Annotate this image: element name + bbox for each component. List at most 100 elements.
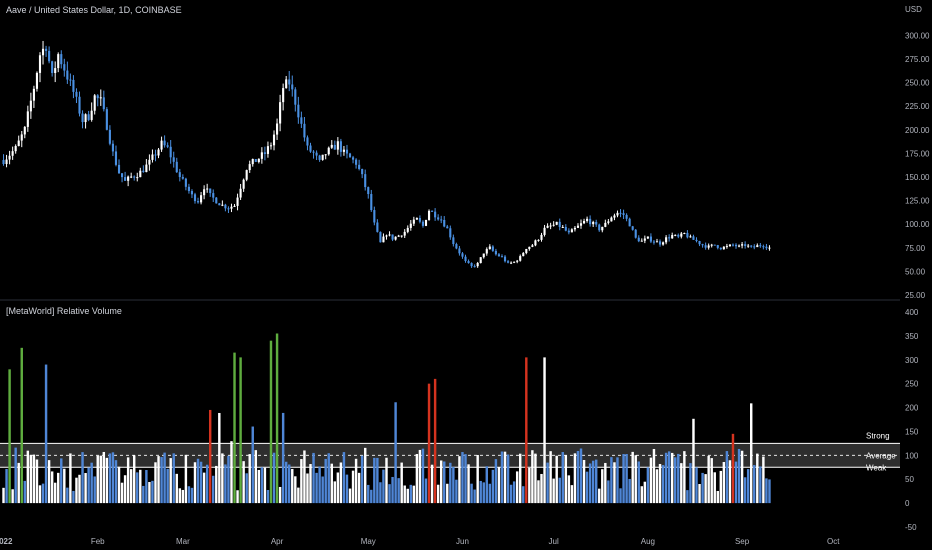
candle-body bbox=[306, 137, 309, 146]
volume-bar bbox=[467, 464, 470, 504]
volume-bar bbox=[707, 455, 710, 504]
candle-body bbox=[32, 88, 35, 101]
candle-body bbox=[750, 245, 753, 247]
volume-bar bbox=[11, 489, 14, 504]
price-axis-tick: 250.00 bbox=[905, 79, 930, 88]
candle-body bbox=[677, 234, 680, 237]
volume-bar bbox=[534, 453, 537, 504]
volume-bar bbox=[139, 469, 142, 504]
volume-bar bbox=[497, 467, 501, 504]
volume-bar bbox=[677, 453, 680, 504]
volume-bar bbox=[452, 466, 455, 504]
volume-bar bbox=[464, 454, 467, 504]
volume-bar bbox=[236, 490, 239, 504]
candle-body bbox=[342, 149, 345, 152]
candle-body bbox=[23, 126, 26, 135]
candle-body bbox=[355, 159, 358, 165]
volume-bar bbox=[78, 474, 81, 504]
candle-body bbox=[139, 170, 142, 178]
volume-bar bbox=[385, 457, 388, 504]
candle-body bbox=[689, 236, 692, 238]
volume-bar bbox=[436, 484, 440, 504]
candle-body bbox=[744, 244, 747, 246]
volume-bar bbox=[458, 456, 461, 504]
volume-bar bbox=[625, 453, 628, 504]
volume-bar bbox=[269, 340, 273, 504]
volume-bar bbox=[567, 475, 571, 504]
candle-body bbox=[303, 123, 306, 138]
volume-bar bbox=[570, 485, 574, 504]
volume-bar bbox=[585, 471, 589, 504]
volume-bar bbox=[500, 451, 504, 504]
candle-body bbox=[29, 100, 32, 112]
volume-bar bbox=[649, 457, 653, 504]
volume-bar bbox=[561, 452, 564, 504]
volume-bar bbox=[166, 468, 169, 504]
volume-axis-tick: 200 bbox=[905, 404, 919, 413]
candle-body bbox=[494, 250, 497, 255]
candle-body bbox=[555, 221, 558, 225]
volume-bar bbox=[661, 465, 665, 504]
candle-body bbox=[449, 228, 452, 238]
candle-body bbox=[111, 143, 115, 152]
candle-body bbox=[510, 262, 513, 264]
volume-bar bbox=[266, 489, 270, 504]
candle-body bbox=[260, 152, 263, 159]
volume-bar bbox=[388, 484, 391, 504]
candle-body bbox=[589, 218, 592, 225]
volume-bar bbox=[598, 488, 601, 504]
volume-bar bbox=[753, 465, 756, 504]
x-axis-tick: Apr bbox=[271, 537, 284, 546]
candle-body bbox=[683, 232, 686, 234]
volume-bar bbox=[145, 470, 148, 504]
volume-bar bbox=[370, 489, 373, 504]
volume-bar bbox=[713, 472, 716, 504]
candle-body bbox=[93, 95, 96, 111]
volume-bar bbox=[20, 347, 23, 504]
price-chart-title: Aave / United States Dollar, 1D, COINBAS… bbox=[6, 5, 182, 15]
volume-bar bbox=[23, 480, 27, 504]
volume-axis-tick: -50 bbox=[905, 523, 917, 532]
candle-body bbox=[233, 205, 236, 207]
volume-bar bbox=[525, 357, 528, 504]
volume-bar bbox=[215, 465, 218, 504]
candle-body bbox=[339, 141, 342, 152]
volume-bar bbox=[664, 452, 668, 504]
volume-bar bbox=[348, 488, 352, 504]
volume-bar bbox=[196, 458, 200, 504]
candle-body bbox=[288, 79, 291, 85]
candle-body bbox=[412, 219, 415, 224]
volume-bar bbox=[637, 461, 640, 504]
candle-body bbox=[616, 212, 619, 216]
candle-body bbox=[598, 224, 601, 231]
candle-body bbox=[102, 97, 105, 110]
volume-axis-tick: 150 bbox=[905, 427, 919, 436]
volume-bar bbox=[90, 462, 93, 504]
volume-bar bbox=[321, 476, 324, 504]
candle-body bbox=[87, 114, 90, 120]
volume-bar bbox=[169, 458, 172, 504]
candle-body bbox=[41, 48, 45, 56]
volume-bar bbox=[300, 459, 303, 504]
candle-body bbox=[248, 164, 251, 171]
candle-body bbox=[358, 164, 361, 169]
volume-bar bbox=[151, 480, 154, 504]
volume-bar bbox=[613, 462, 616, 504]
candle-body bbox=[242, 179, 245, 189]
price-axis-tick: 125.00 bbox=[905, 197, 930, 206]
volume-bar bbox=[759, 466, 762, 504]
volume-bar bbox=[132, 455, 136, 504]
candle-body bbox=[737, 245, 741, 247]
volume-bar bbox=[66, 487, 69, 504]
volume-bar bbox=[224, 464, 227, 504]
candle-body bbox=[464, 256, 467, 262]
candle-body bbox=[117, 164, 121, 174]
volume-bar bbox=[257, 469, 261, 504]
candle-body bbox=[330, 144, 333, 148]
volume-bar bbox=[433, 378, 437, 504]
candle-body bbox=[768, 247, 771, 249]
band-label-average: Average bbox=[866, 451, 896, 460]
volume-bar bbox=[111, 452, 115, 504]
candle-body bbox=[631, 226, 634, 230]
candle-body bbox=[236, 197, 239, 206]
